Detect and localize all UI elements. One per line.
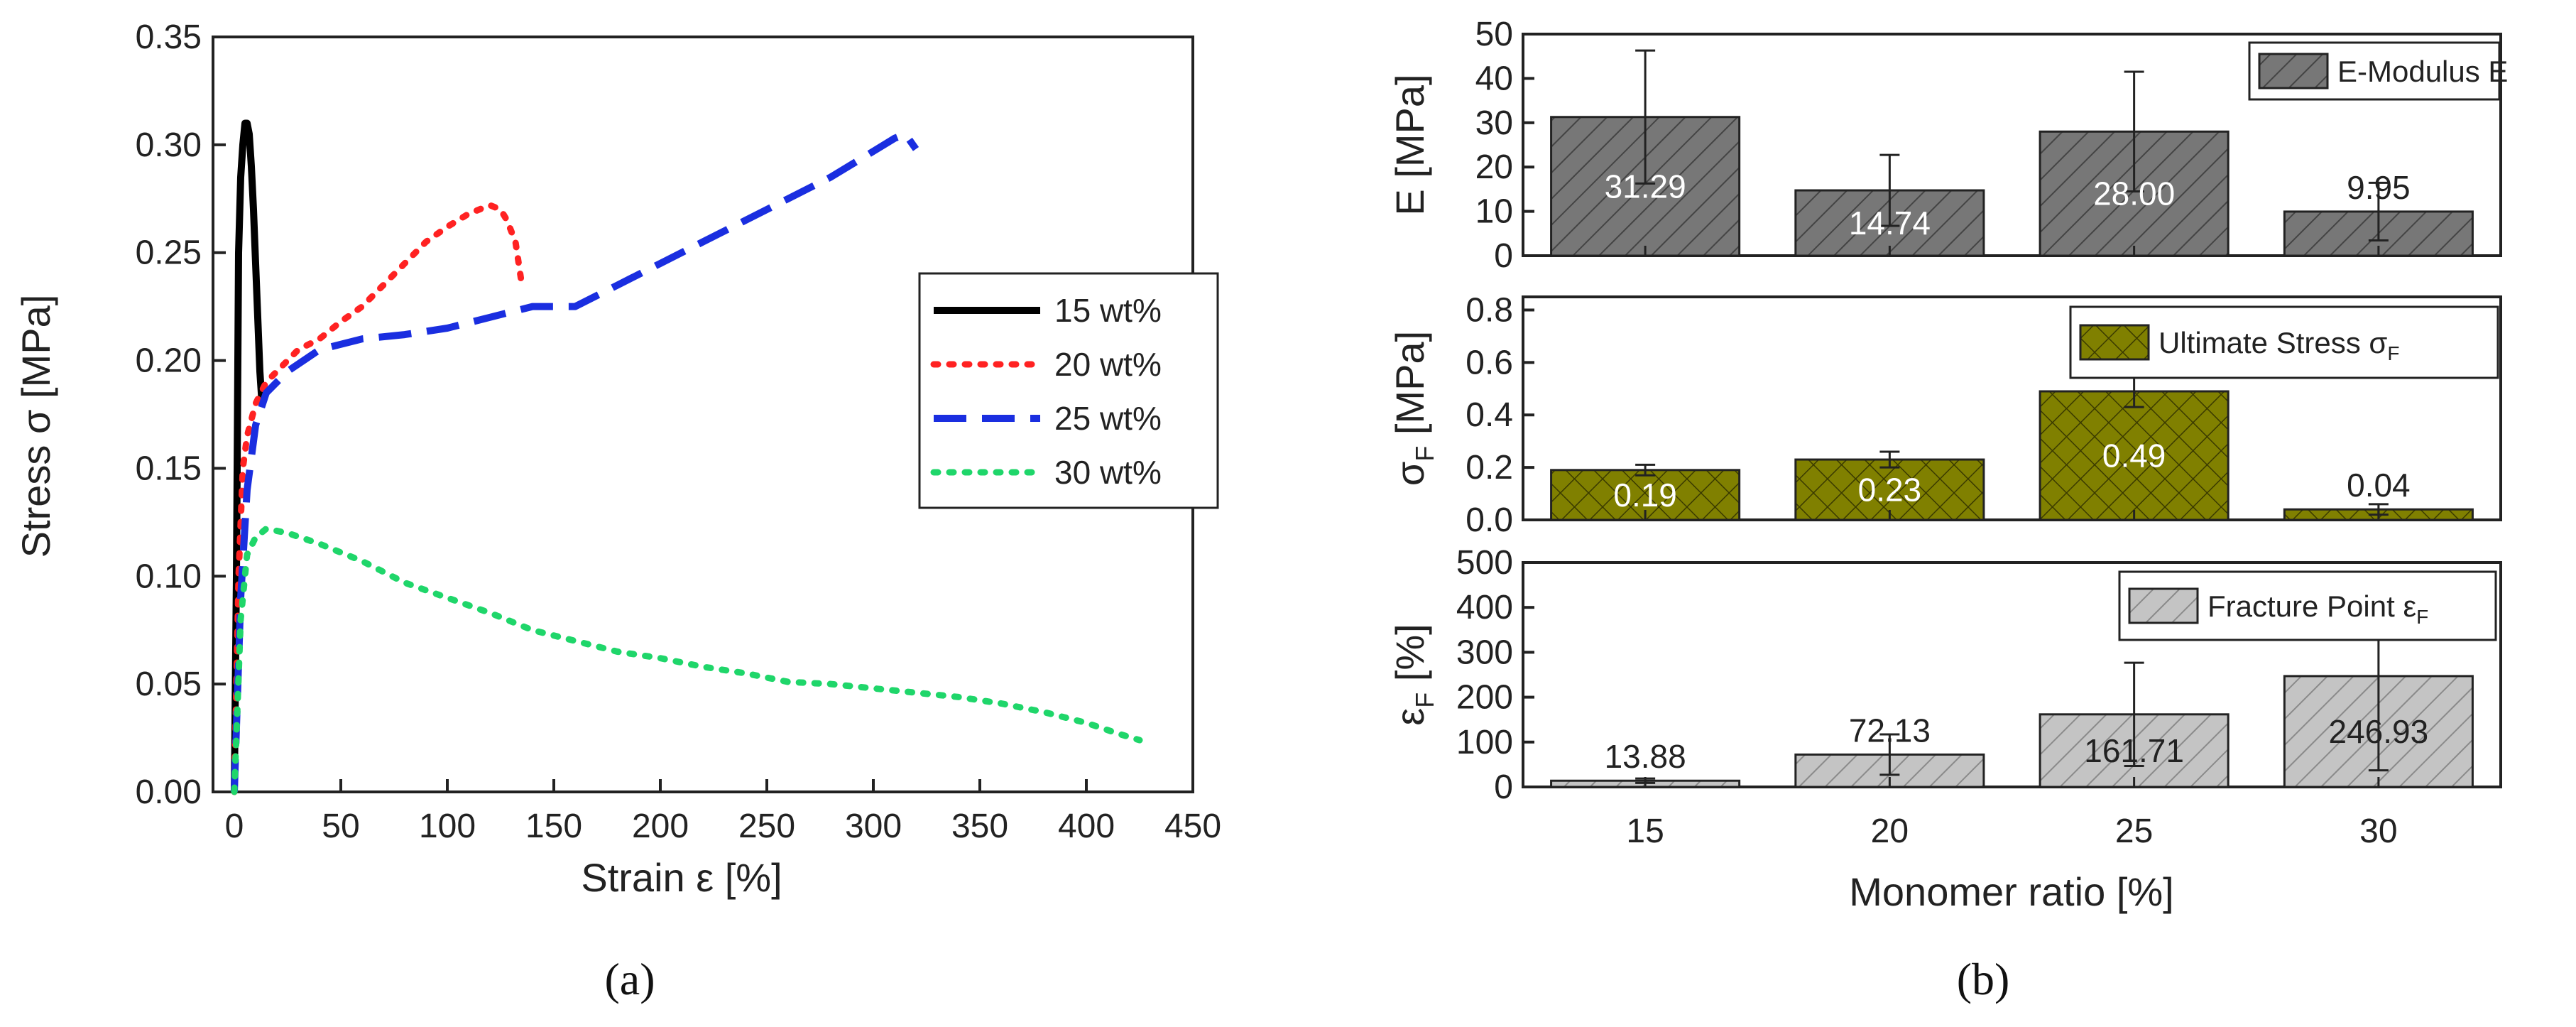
panel-a-y-tick-label: 0.25: [136, 234, 202, 272]
bar-data-label: 14.74: [1849, 205, 1931, 241]
bar-data-label: 0.04: [2347, 467, 2411, 504]
subplot-y-tick-label: 40: [1475, 60, 1513, 97]
subplot-y-tick-label: 200: [1456, 679, 1513, 717]
panel-a-x-tick-label: 350: [951, 808, 1008, 845]
subplot-y-tick-label: 0: [1494, 768, 1513, 806]
legend-swatch: [2128, 587, 2199, 624]
bar: [1794, 458, 1985, 521]
subplot-y-tick-label: 10: [1475, 193, 1513, 231]
panel-a-y-tick-label: 0.30: [136, 126, 202, 164]
panel-a-y-tick-label: 0.00: [136, 773, 202, 811]
subplot-y-tick-label: 30: [1475, 104, 1513, 142]
subplot-y-tick-label: 500: [1456, 544, 1513, 582]
series-line-25wt: [231, 130, 919, 793]
bar-data-label: 0.19: [1613, 477, 1677, 514]
panel-a-y-tick-label: 0.15: [136, 450, 202, 487]
legend-label: 30 wt%: [1054, 454, 1162, 491]
legend-swatch: [2079, 324, 2150, 361]
x-tick-label: 25: [2115, 813, 2153, 850]
legend-label: Fracture Point εF: [2207, 589, 2428, 628]
panel-a-x-tick-label: 300: [845, 808, 902, 845]
subplot-y-axis-label: σF [MPa]: [1387, 331, 1439, 486]
panel-a-x-tick-label: 150: [525, 808, 582, 845]
bar-data-label: 0.23: [1858, 472, 1922, 509]
subplot-y-tick-label: 0.0: [1466, 501, 1513, 539]
bar-data-label: 0.49: [2102, 437, 2166, 474]
panel-a-x-tick-label: 450: [1164, 808, 1221, 845]
bar-data-label: 31.29: [1605, 168, 1686, 205]
subplot-frame: [1522, 295, 2502, 521]
x-tick-label: 20: [1871, 813, 1909, 850]
legend-label: 25 wt%: [1054, 400, 1162, 437]
series-line-30wt: [231, 526, 1143, 795]
bar-data-label: 161.71: [2084, 732, 2184, 769]
panel-b-caption: (b): [1957, 954, 2010, 1004]
subplot-y-tick-label: 400: [1456, 589, 1513, 626]
panel-a-x-tick-label: 50: [322, 808, 359, 845]
bar-data-label: 13.88: [1605, 738, 1686, 775]
panel-a-x-axis-label: Strain ε [%]: [581, 855, 782, 900]
panel-a-y-axis-label: Stress σ [MPa]: [13, 295, 58, 558]
legend-label: E-Modulus E: [2337, 55, 2508, 88]
subplot-y-tick-label: 300: [1456, 634, 1513, 671]
panel-a-caption: (a): [604, 954, 655, 1004]
subplot-y-tick-label: 0: [1494, 237, 1513, 275]
legend-label: 20 wt%: [1054, 346, 1162, 383]
panel-a-y-tick-label: 0.35: [136, 18, 202, 56]
panel-b-bar-charts: Monomer ratio [%] (b) 0 10 20 30 40 50 E [MPa]…: [1387, 16, 2508, 1004]
bar-data-label: 246.93: [2329, 713, 2429, 750]
subplot-y-tick-label: 0.6: [1466, 344, 1513, 381]
subplot-y-tick-label: 50: [1475, 16, 1513, 53]
legend-label: Ultimate Stress σF: [2159, 326, 2399, 364]
subplot-frame: [1522, 561, 2502, 788]
panel-a-x-tick-label: 250: [738, 808, 795, 845]
panel-a-x-tick-label: 400: [1058, 808, 1115, 845]
x-tick-label: 15: [1626, 813, 1664, 850]
panel-a-line-chart: Stress σ [MPa] Strain ε [%] (a) 0.00 0.05…: [13, 18, 1221, 1004]
panel-b-x-axis-label: Monomer ratio [%]: [1849, 869, 2174, 914]
series-line-15wt: [231, 119, 266, 793]
subplot-frame: [1522, 33, 2502, 257]
subplot-y-tick-label: 100: [1456, 724, 1513, 761]
subplot-y-tick-label: 0.8: [1466, 291, 1513, 329]
panel-a-x-tick-label: 100: [419, 808, 476, 845]
bar-data-label: 28.00: [2093, 175, 2175, 212]
series-line-20wt: [231, 202, 525, 795]
x-tick-label: 30: [2359, 813, 2397, 850]
subplot-y-axis-label: εF [%]: [1387, 624, 1439, 725]
subplot-y-tick-label: 0.4: [1466, 396, 1513, 434]
panel-a-x-tick-label: 200: [632, 808, 689, 845]
panel-a-x-tick-label: 0: [225, 808, 244, 845]
subplot-y-axis-label: E [MPa]: [1387, 74, 1432, 215]
legend-label: 15 wt%: [1054, 292, 1162, 329]
panel-a-y-tick-label: 0.10: [136, 558, 202, 595]
bar-data-label: 9.95: [2347, 169, 2411, 206]
panel-a-y-tick-label: 0.05: [136, 665, 202, 703]
subplot-y-tick-label: 20: [1475, 148, 1513, 186]
panel-a-y-tick-label: 0.20: [136, 342, 202, 380]
legend-swatch: [2258, 53, 2329, 89]
subplot-y-tick-label: 0.2: [1466, 449, 1513, 487]
bar-data-label: 72.13: [1849, 712, 1931, 749]
bar: [2039, 390, 2230, 521]
